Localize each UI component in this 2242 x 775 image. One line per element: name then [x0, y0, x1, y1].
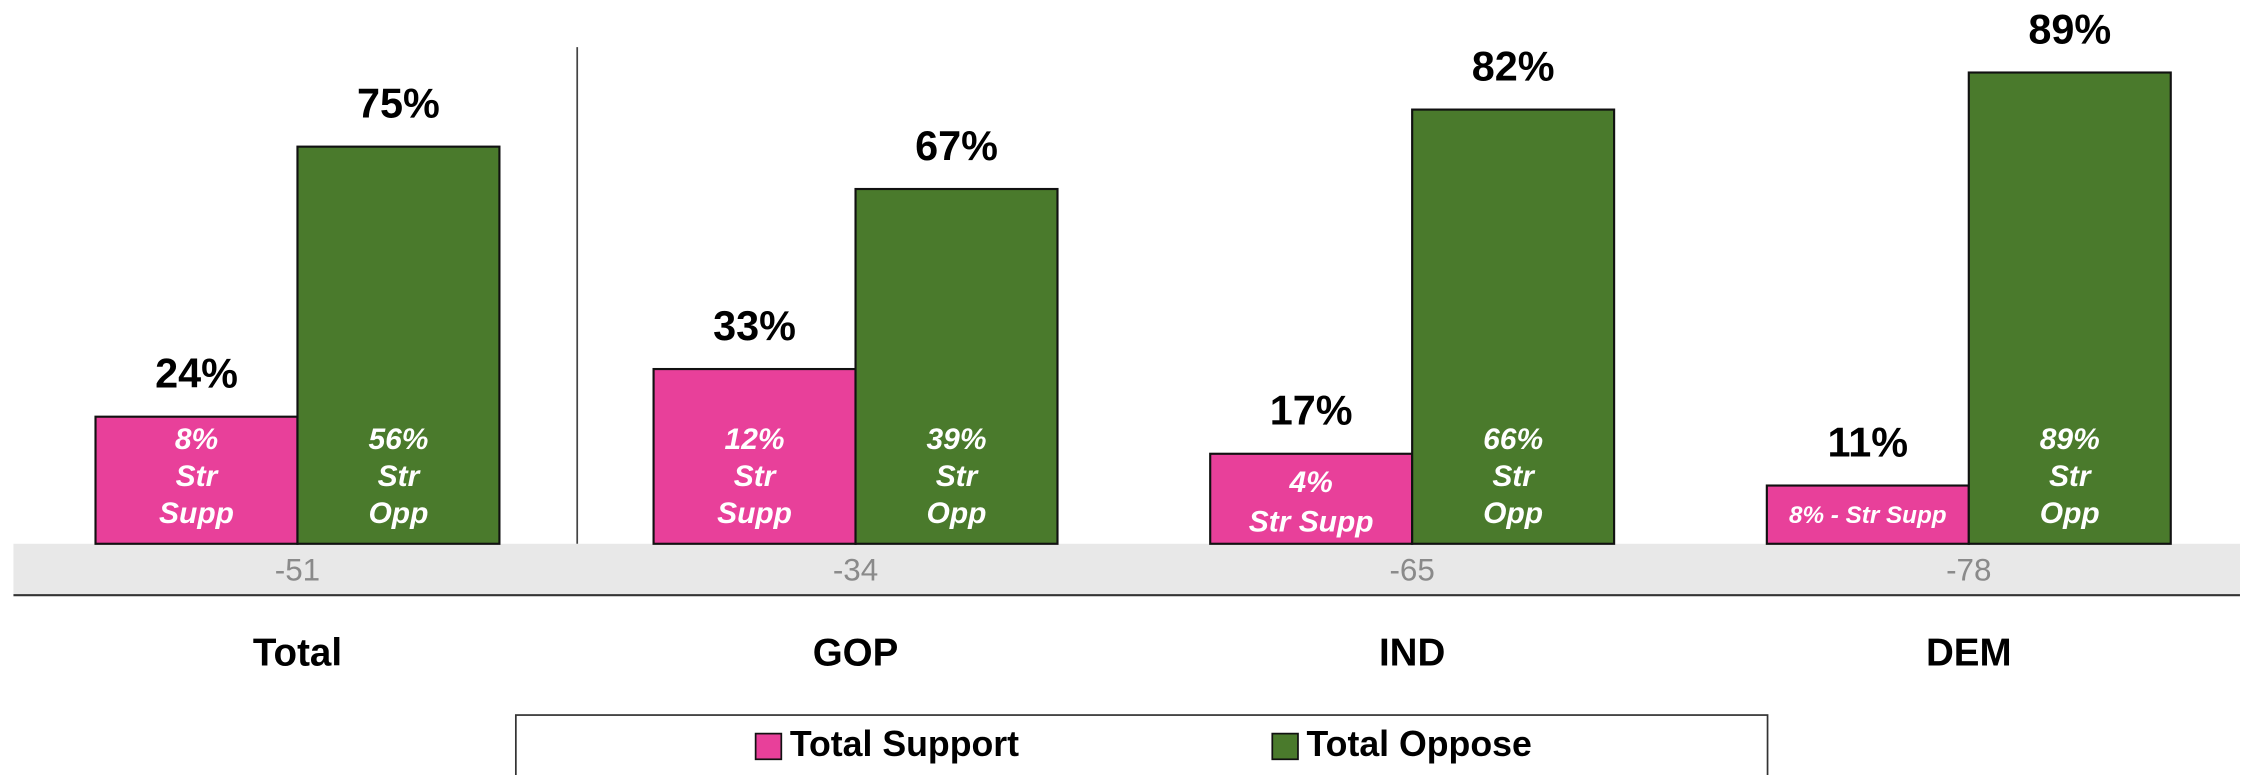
inner-label: 8% - Str Supp: [1789, 502, 1947, 529]
inner-label: 89%: [2040, 423, 2100, 456]
inner-label: Opp: [368, 497, 428, 530]
inner-label: Str: [378, 460, 422, 493]
legend-swatch: [754, 732, 783, 761]
inner-label: Str: [936, 460, 980, 493]
inner-label: Str: [1492, 460, 1536, 493]
inner-label: 4%: [1289, 466, 1333, 499]
inner-label: Opp: [2040, 497, 2100, 530]
bar: [1765, 484, 1970, 545]
bar: [854, 187, 1059, 545]
value-label: 24%: [155, 351, 238, 397]
bar: [94, 415, 299, 545]
inner-label: Str Supp: [1249, 506, 1374, 539]
inner-label: Opp: [927, 497, 987, 530]
inner-label: Supp: [717, 497, 792, 530]
net-label: -34: [833, 553, 878, 588]
legend-box: [514, 714, 1769, 775]
value-label: 89%: [2028, 6, 2111, 52]
inner-label: 8%: [175, 423, 218, 456]
value-label: 82%: [1472, 44, 1555, 90]
inner-label: 39%: [927, 423, 987, 456]
bar: [1967, 71, 2172, 545]
inner-label: 12%: [725, 423, 785, 456]
category-label: Total: [253, 631, 342, 674]
category-label: IND: [1379, 631, 1445, 674]
inner-label: Str: [2049, 460, 2093, 493]
inner-label: 56%: [368, 423, 428, 456]
net-label: -78: [1946, 553, 1991, 588]
inner-label: Str: [734, 460, 778, 493]
legend-label: Total Support: [790, 724, 1019, 764]
legend-swatch: [1271, 732, 1299, 761]
bar: [652, 367, 857, 545]
value-label: 11%: [1828, 420, 1909, 466]
inner-label: Str: [176, 460, 220, 493]
legend-label: Total Oppose: [1307, 724, 1532, 764]
value-label: 33%: [713, 303, 796, 349]
net-label: -65: [1389, 553, 1434, 588]
bar: [1411, 108, 1616, 545]
inner-label: Supp: [159, 497, 234, 530]
value-label: 75%: [357, 81, 440, 127]
inner-label: 66%: [1483, 423, 1543, 456]
bar: [296, 145, 501, 545]
value-label: 17%: [1270, 388, 1353, 434]
inner-label: Opp: [1483, 497, 1543, 530]
category-label: DEM: [1926, 631, 2012, 674]
value-label: 67%: [915, 123, 998, 169]
net-band: [13, 543, 2240, 596]
category-label: GOP: [813, 631, 899, 674]
net-label: -51: [275, 553, 320, 588]
